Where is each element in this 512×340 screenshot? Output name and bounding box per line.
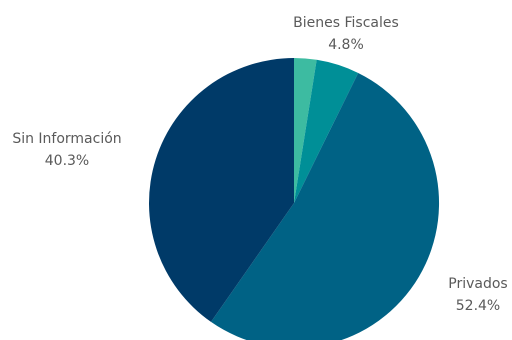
slice-value-bienes-fiscales: 4.8%: [328, 37, 364, 53]
slice-label-sin-informaci-n: Sin Información: [12, 131, 121, 147]
pie-slices: [149, 58, 440, 340]
pie-slice-bienes-fiscales: [294, 59, 359, 203]
pie-slice-privados: [211, 72, 440, 340]
slice-value-sin-informaci-n: 40.3%: [45, 153, 89, 169]
slice-value-privados: 52.4%: [456, 298, 500, 314]
slice-label-bienes-fiscales: Bienes Fiscales: [293, 15, 399, 31]
slice-label-privados: Privados: [448, 276, 507, 292]
pie-slice-unlabeled: [294, 58, 317, 203]
pie-slice-sin-informaci-n: [149, 58, 294, 322]
pie-labels: Bienes Fiscales 4.8% Privados 52.4% Sin Info…: [12, 15, 507, 314]
